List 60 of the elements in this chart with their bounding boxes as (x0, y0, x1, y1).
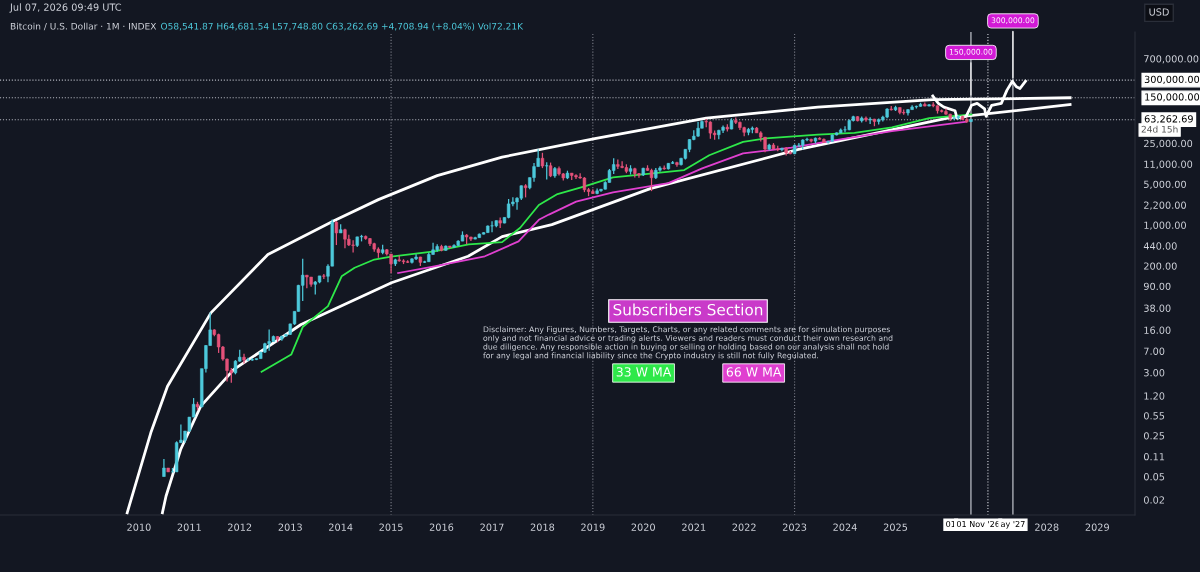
candlestick (267, 328, 271, 352)
x-tick-label: 2017 (480, 523, 504, 531)
x-tick-label: 2021 (682, 523, 706, 531)
x-tick-label: 2028 (1035, 523, 1059, 531)
x-tick-label: 2012 (228, 523, 252, 531)
x-tick-label: 2018 (530, 523, 555, 531)
x-tick-label: 2020 (631, 523, 655, 531)
x-tick-label: 2015 (379, 523, 403, 531)
y-tick-label: 38.00 (1144, 304, 1171, 312)
y-tick-label: 0.55 (1143, 412, 1165, 420)
text: 33 W MA (616, 367, 672, 377)
x-tick-label: 2011 (177, 523, 201, 531)
y-axis-title: USD (1149, 8, 1169, 16)
line-series (397, 120, 968, 274)
candlestick (490, 220, 494, 233)
x-tick-label: 2013 (278, 523, 302, 531)
candlestick (868, 116, 872, 125)
x-tick-label: 2024 (833, 523, 857, 531)
y-tick-label: 90.00 (1143, 282, 1171, 291)
x-tick-label: 2025 (883, 523, 908, 531)
x-tick-label: 2022 (732, 523, 756, 531)
x-tick-label: 2019 (581, 523, 605, 531)
y-tick-label: 1.20 (1144, 392, 1165, 400)
chart-title: Bitcoin / U.S. Dollar · 1M · INDEX (10, 22, 157, 31)
x-tick-label: 2010 (127, 523, 151, 531)
y-tick-label: 2,200.00 (1144, 201, 1186, 210)
y-tick-label: 700,000.00 (1144, 55, 1199, 64)
y-tick-label: 16.00 (1144, 326, 1171, 334)
y-tick-label: 0.11 (1143, 453, 1165, 461)
y-tick-label: 200.00 (1144, 262, 1177, 270)
y-tick-label: 440.00 (1143, 242, 1177, 250)
candlestick (351, 239, 355, 254)
ref-line-label: 01 Nov '26 (956, 520, 1000, 528)
y-tick-label: 7.00 (1144, 347, 1165, 355)
ref-line-label: 01 (946, 520, 956, 528)
y-tick-label: 3.00 (1144, 369, 1165, 377)
y-tick-label: 1,000.00 (1144, 221, 1186, 230)
ref-line-label: ay '27 (1001, 520, 1025, 529)
candlestick (389, 253, 393, 274)
y-tick-label: 0.25 (1143, 432, 1165, 440)
y-tick-label: 11,000.00 (1144, 160, 1193, 169)
ref-line-label: 150,000.00 (1145, 93, 1200, 102)
text: 66 W MA (726, 367, 782, 377)
annotation: Subscribers Section (613, 303, 763, 316)
x-tick-label: 2029 (1085, 523, 1109, 531)
text: 24d 15h (1141, 125, 1178, 133)
ref-line-label: 300,000.00 (1144, 75, 1200, 84)
text: Jul 07, 2026 09:49 UTC (9, 3, 122, 13)
x-tick-label: 2016 (429, 523, 454, 531)
y-tick-label: 5,000.00 (1144, 180, 1186, 189)
candlestick (620, 160, 624, 169)
candlestick (334, 220, 339, 246)
y-tick-label: 0.02 (1143, 496, 1165, 504)
y-tick-label: 0.05 (1143, 473, 1165, 481)
x-tick-label: 2014 (329, 523, 353, 531)
candlestick (649, 168, 654, 192)
y-tick-label: 25,000.00 (1144, 139, 1193, 149)
chart-subtitle: O58,541.87 H64,681.54 L57,748.80 C63,262.69 +4,708.94 (+8.04%) Vol72.21K (161, 22, 524, 31)
x-tick-label: 2023 (782, 523, 807, 531)
ref-line-label: 63,262.69 (1144, 115, 1193, 124)
